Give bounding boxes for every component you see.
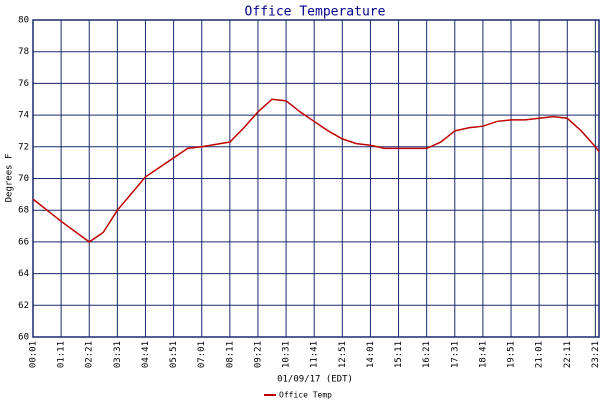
y-tick-label: 76 xyxy=(18,79,29,89)
x-tick-label: 00:01 xyxy=(29,341,39,368)
x-tick-label: 12:51 xyxy=(338,341,348,368)
x-tick-label: 01:11 xyxy=(57,341,67,368)
y-tick-label: 62 xyxy=(18,301,29,311)
y-tick-label: 70 xyxy=(18,174,29,184)
y-tick-label: 66 xyxy=(18,237,29,247)
y-tick-label: 60 xyxy=(18,333,29,343)
x-tick-label: 23:21 xyxy=(591,341,600,368)
x-tick-label: 18:41 xyxy=(478,341,488,368)
y-tick-label: 78 xyxy=(18,47,29,57)
x-tick-label: 05:51 xyxy=(169,341,179,368)
y-tick-label: 68 xyxy=(18,206,29,216)
x-tick-label: 14:01 xyxy=(366,341,376,368)
y-tick-label: 64 xyxy=(18,269,29,279)
x-tick-label: 15:11 xyxy=(394,341,404,368)
x-tick-label: 02:21 xyxy=(85,341,95,368)
x-tick-label: 11:41 xyxy=(310,341,320,368)
y-tick-label: 80 xyxy=(18,16,29,26)
chart-title: Office Temperature xyxy=(245,5,386,20)
x-tick-label: 10:31 xyxy=(282,341,292,368)
y-tick-label: 72 xyxy=(18,142,29,152)
x-tick-label: 09:21 xyxy=(253,341,263,368)
y-axis-label: Degrees F xyxy=(5,154,15,203)
x-tick-label: 03:31 xyxy=(113,341,123,368)
legend-label: Office Temp xyxy=(279,391,332,400)
y-tick-label: 74 xyxy=(18,111,29,121)
x-tick-label: 19:51 xyxy=(507,341,517,368)
x-tick-label: 08:11 xyxy=(225,341,235,368)
x-axis-label: 01/09/17 (EDT) xyxy=(277,375,353,385)
x-tick-label: 07:01 xyxy=(197,341,207,368)
x-tick-label: 04:41 xyxy=(141,341,151,368)
x-tick-label: 16:21 xyxy=(422,341,432,368)
data-line xyxy=(32,98,600,243)
x-tick-label: 21:01 xyxy=(535,341,545,368)
x-tick-label: 17:31 xyxy=(450,341,460,368)
x-tick-label: 22:11 xyxy=(563,341,573,368)
